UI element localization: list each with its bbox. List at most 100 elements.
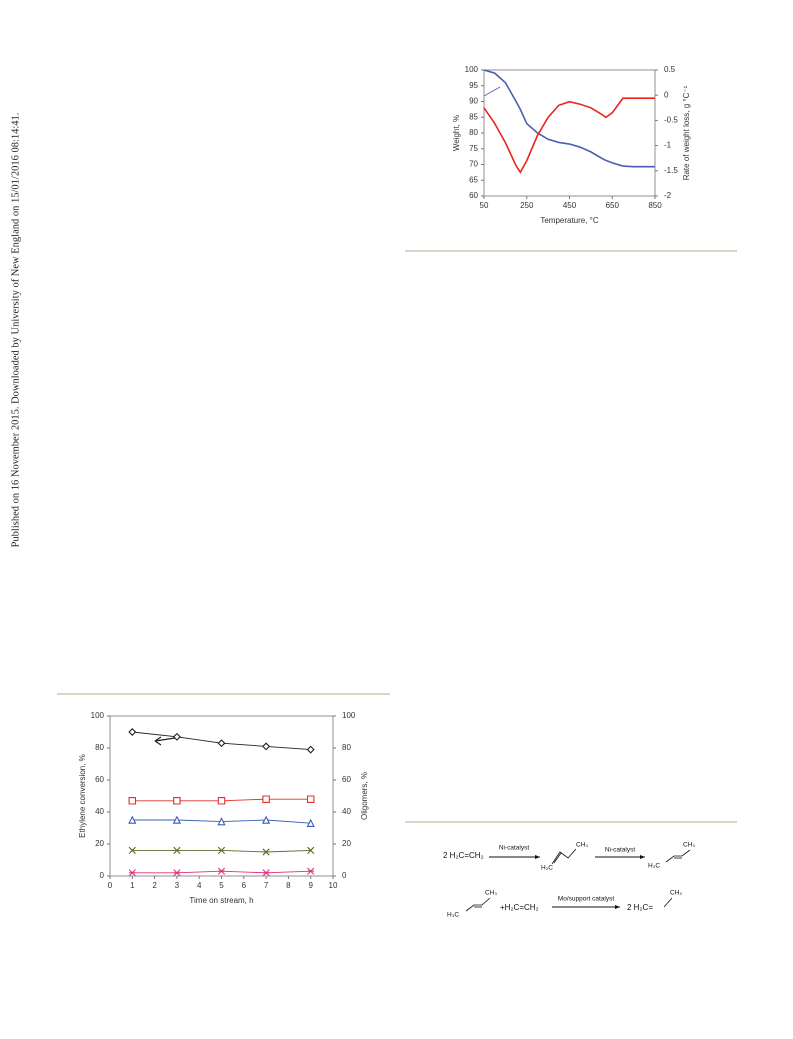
data-point bbox=[262, 742, 271, 751]
y-tick-label: 40 bbox=[95, 807, 104, 816]
y2-tick-label: -0.5 bbox=[664, 116, 678, 125]
bond bbox=[665, 849, 691, 863]
x-tick-label: 3 bbox=[175, 881, 180, 890]
series-line bbox=[483, 69, 655, 168]
arrow-head bbox=[615, 905, 620, 909]
scheme-text: CH₃ bbox=[576, 842, 588, 849]
y-tick-label: 85 bbox=[469, 112, 478, 121]
x-tick-label: 6 bbox=[242, 881, 247, 890]
y-axis-label: Ethylene conversion, % bbox=[78, 754, 87, 838]
reaction-scheme: 2 H₂C=CH₂ Ni-catalyst CH₃ H₂C Ni-catalys… bbox=[443, 842, 695, 919]
y-axis-label: Weight, % bbox=[452, 115, 461, 151]
y-tick-label: 100 bbox=[465, 65, 479, 74]
y2-axis-label: Oligomers, % bbox=[360, 772, 369, 820]
scheme-text: 2 H₂C=CH₂ bbox=[443, 851, 484, 860]
x-tick-label: 9 bbox=[308, 881, 313, 890]
bond bbox=[551, 848, 577, 865]
x-tick-label: 8 bbox=[286, 881, 291, 890]
y2-tick-label: -2 bbox=[664, 191, 672, 200]
data-point bbox=[306, 795, 315, 803]
y-tick-label: 60 bbox=[469, 191, 478, 200]
data-point bbox=[128, 728, 137, 736]
y-tick-label: 100 bbox=[91, 711, 105, 720]
data-point bbox=[173, 797, 181, 805]
y2-tick-label: -1.5 bbox=[664, 166, 678, 175]
scheme-text: 2 H₂C= bbox=[627, 903, 653, 912]
data-point bbox=[128, 815, 137, 824]
y-tick-label: 75 bbox=[469, 144, 478, 153]
y-tick-label: 0 bbox=[100, 871, 105, 880]
bond bbox=[553, 852, 562, 864]
data-point bbox=[217, 846, 226, 854]
y2-tick-label: 20 bbox=[342, 839, 351, 848]
y2-tick-label: 60 bbox=[342, 775, 351, 784]
data-point bbox=[217, 867, 226, 875]
data-point bbox=[306, 818, 315, 827]
x-tick-label: 5 bbox=[219, 881, 224, 890]
x-axis-label: Time on stream, h bbox=[189, 896, 253, 905]
data-point bbox=[217, 817, 226, 826]
x-tick-label: 1 bbox=[130, 881, 135, 890]
data-point bbox=[128, 869, 136, 877]
x-tick-label: 10 bbox=[329, 881, 338, 890]
data-point bbox=[262, 795, 270, 803]
data-point bbox=[173, 846, 181, 854]
y2-tick-label: 80 bbox=[342, 743, 351, 752]
x-tick-label: 0 bbox=[108, 881, 113, 890]
y-tick-label: 70 bbox=[469, 160, 478, 169]
annotation-arrow bbox=[154, 736, 176, 746]
y-tick-label: 60 bbox=[95, 775, 104, 784]
data-point bbox=[172, 815, 181, 824]
annotation-arrow bbox=[483, 86, 501, 97]
data-point bbox=[262, 815, 271, 824]
y2-tick-label: 100 bbox=[342, 711, 356, 720]
x-tick-label: 4 bbox=[197, 881, 202, 890]
x-axis-label: Temperature, °C bbox=[540, 216, 599, 225]
bond bbox=[465, 897, 491, 912]
y2-tick-label: -1 bbox=[664, 141, 672, 150]
y-tick-label: 80 bbox=[469, 128, 478, 137]
data-point bbox=[307, 846, 315, 854]
scheme-text: H₃C bbox=[447, 912, 459, 919]
y-tick-label: 20 bbox=[95, 839, 104, 848]
data-point bbox=[128, 846, 136, 854]
scheme-text: CH₃ bbox=[670, 890, 682, 897]
data-point bbox=[173, 869, 181, 877]
side-note: Published on 16 November 2015. Downloade… bbox=[10, 113, 21, 548]
data-point bbox=[217, 739, 226, 748]
arrow-head bbox=[640, 855, 645, 859]
data-point bbox=[128, 797, 137, 805]
scheme-text: CH₃ bbox=[683, 842, 695, 849]
data-point bbox=[172, 732, 181, 741]
x-tick-label: 450 bbox=[563, 201, 577, 210]
scheme-text: Mo/support catalyst bbox=[558, 896, 615, 903]
arrow-head bbox=[535, 855, 540, 859]
data-point bbox=[217, 797, 226, 805]
y2-tick-label: 0.5 bbox=[664, 65, 676, 74]
y2-tick-label: 0 bbox=[664, 90, 669, 99]
scheme-text: Ni-catalyst bbox=[499, 845, 530, 852]
x-tick-label: 650 bbox=[606, 201, 620, 210]
data-point bbox=[262, 869, 270, 877]
series-line bbox=[483, 97, 655, 174]
scheme-text: H₃C bbox=[648, 863, 660, 870]
x-tick-label: 2 bbox=[152, 881, 157, 890]
scheme-text: CH₃ bbox=[485, 890, 497, 897]
x-tick-label: 50 bbox=[480, 201, 489, 210]
scheme-text: Ni-catalyst bbox=[605, 847, 636, 854]
y2-axis-label: Rate of weight loss, g °C⁻¹ bbox=[682, 85, 691, 180]
data-point bbox=[307, 867, 315, 875]
bond bbox=[663, 897, 673, 908]
x-tick-label: 7 bbox=[264, 881, 269, 890]
x-tick-label: 850 bbox=[648, 201, 662, 210]
scheme-text: H₂C bbox=[541, 865, 553, 872]
y2-tick-label: 0 bbox=[342, 871, 347, 880]
y-tick-label: 80 bbox=[95, 743, 104, 752]
scheme-text: +H₂C=CH₂ bbox=[500, 903, 539, 912]
y-tick-label: 95 bbox=[469, 81, 478, 90]
data-point bbox=[262, 848, 270, 856]
y2-tick-label: 40 bbox=[342, 807, 351, 816]
y-tick-label: 90 bbox=[469, 97, 478, 106]
y-tick-label: 65 bbox=[469, 175, 478, 184]
